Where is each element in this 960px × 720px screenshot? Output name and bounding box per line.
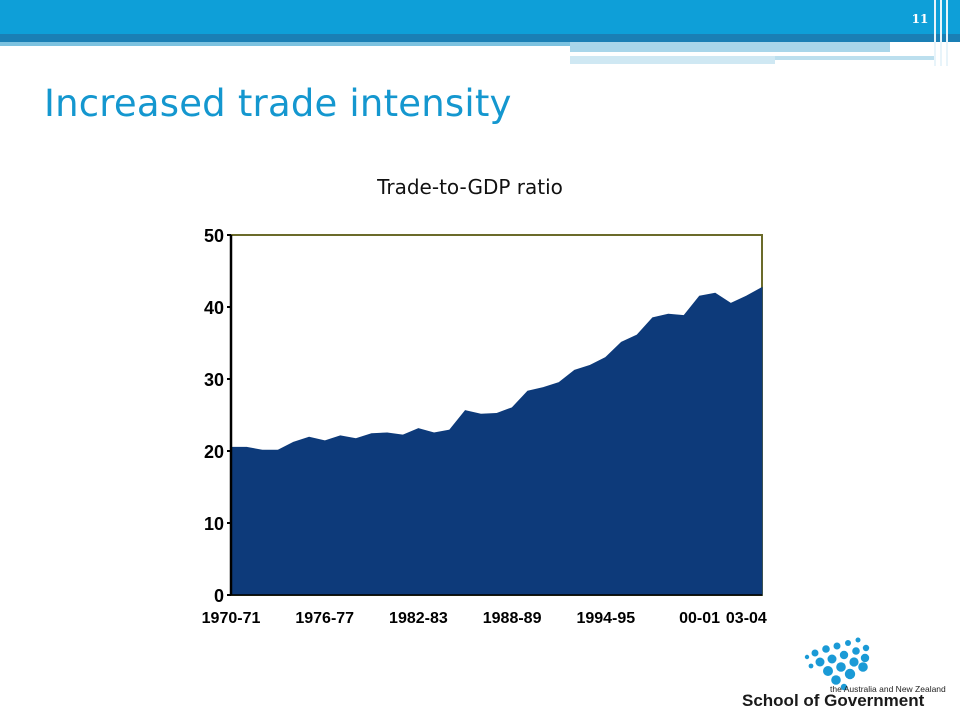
data-point [433,432,435,434]
dots-logo-icon [804,637,870,691]
data-point [636,334,638,336]
slide-title: Increased trade intensity [44,82,512,125]
header-stripe [570,42,890,52]
y-tick-label: 0 [214,586,224,606]
data-point [651,317,653,319]
data-point [745,295,747,297]
data-point [277,449,279,451]
header-stripe [0,42,570,46]
y-tick-label: 30 [204,370,224,390]
header-bar-dark [0,34,960,42]
data-point [495,412,497,414]
chart-title: Trade-to-GDP ratio [377,175,563,199]
trade-ratio-area [230,286,763,596]
slide-number: 11 [911,12,929,26]
data-point [355,438,357,440]
data-point [698,295,700,297]
x-tick-label: 03-04 [726,610,767,627]
data-point [339,435,341,437]
y-tick-label: 40 [204,298,224,318]
x-tick-label: 1976-77 [295,610,354,627]
x-tick-label: 1982-83 [389,610,448,627]
data-point [386,432,388,434]
x-tick-label: 1988-89 [483,610,542,627]
data-point [370,433,372,435]
header-divider [946,0,948,66]
data-point [292,441,294,443]
x-tick-label: 00-01 [679,610,720,627]
data-point [324,440,326,442]
data-point [730,302,732,304]
header-bar [0,0,960,34]
data-point [542,386,544,388]
data-point [417,427,419,429]
data-point [511,407,513,409]
data-point [589,364,591,366]
data-point [667,313,669,315]
header-stripe [570,56,775,64]
trade-to-gdp-chart: 0 10 20 30 40 50 1970-71 1976-77 1982-83 1988-89 1… [202,226,767,627]
data-point [683,314,685,316]
data-point [480,413,482,415]
data-point [761,286,763,288]
data-point [245,446,247,448]
school-of-government-logo [738,632,948,712]
data-point [464,409,466,411]
data-point [558,381,560,383]
data-point [308,436,310,438]
y-tick-label: 20 [204,442,224,462]
x-tick-label: 1970-71 [202,610,261,627]
data-point [714,292,716,294]
y-tick-label: 10 [204,514,224,534]
data-point [448,429,450,431]
logo-subtitle: the Australia and New Zealand [830,684,946,694]
y-tick-label: 50 [204,226,224,246]
header-divider [934,0,936,66]
data-point [620,341,622,343]
logo-name: School of Government [742,691,925,710]
data-point [261,449,263,451]
data-point [605,356,607,358]
header-stripe [775,56,935,60]
data-point [402,434,404,436]
header-divider [940,0,942,66]
x-tick-label: 1994-95 [576,610,635,627]
data-point [527,390,529,392]
data-point [573,369,575,371]
